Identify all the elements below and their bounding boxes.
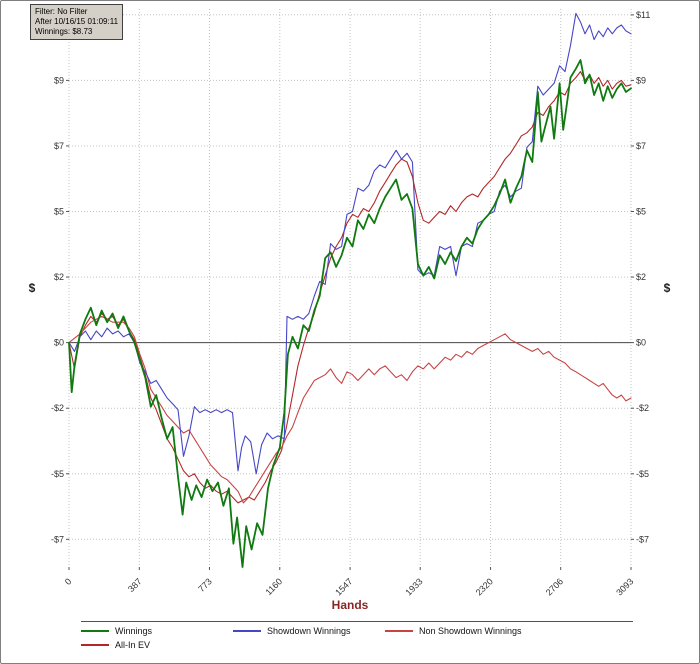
y-tick-label-right: $0 xyxy=(636,338,646,348)
legend-item-all-in-ev[interactable]: All-In EV xyxy=(81,640,233,650)
y-tick-label-right: -$5 xyxy=(636,469,649,479)
x-tick-label: 1160 xyxy=(263,576,284,597)
y-tick-label-right: $9 xyxy=(636,75,646,85)
legend-item-non-showdown-winnings[interactable]: Non Showdown Winnings xyxy=(385,626,537,636)
y-tick-label-left: $7 xyxy=(54,141,64,151)
y-tick-label-left: -$2 xyxy=(51,403,64,413)
y-tick-label-right: -$7 xyxy=(636,534,649,544)
series-line-showdown-winnings xyxy=(68,12,632,475)
legend-swatch-showdown-winnings xyxy=(233,630,261,632)
y-tick-label-right: $11 xyxy=(636,10,650,20)
y-tick-label-left: $5 xyxy=(54,207,64,217)
x-tick-label: 0 xyxy=(63,576,74,587)
tooltip-after-line: After 10/16/15 01:09:11 xyxy=(35,17,119,26)
x-tick-label: 387 xyxy=(126,576,144,594)
x-tick-label: 1547 xyxy=(333,576,354,597)
x-tick-label: 2320 xyxy=(474,576,495,597)
x-tick-label: 3093 xyxy=(614,576,635,597)
y-tick-label-left: -$5 xyxy=(51,469,64,479)
tooltip-winnings-line: Winnings: $8.73 xyxy=(35,27,93,36)
legend-row: All-In EV xyxy=(81,640,633,650)
legend-swatch-all-in-ev xyxy=(81,644,109,646)
legend-item-winnings[interactable]: Winnings xyxy=(81,626,233,636)
filter-tooltip: Filter: No Filter After 10/16/15 01:09:1… xyxy=(30,4,124,40)
y-tick-label-right: -$2 xyxy=(636,403,649,413)
legend-label-showdown-winnings: Showdown Winnings xyxy=(267,626,351,636)
legend-swatch-non-showdown-winnings xyxy=(385,630,413,632)
y-tick-label-left: -$7 xyxy=(51,534,64,544)
chart-legend: Winnings Showdown Winnings Non Showdown Wi… xyxy=(81,621,633,654)
y-tick-label-left: $9 xyxy=(54,75,64,85)
x-tick-label: 1933 xyxy=(403,576,424,597)
x-axis-title: Hands xyxy=(332,598,369,612)
legend-label-non-showdown-winnings: Non Showdown Winnings xyxy=(419,626,522,636)
y-tick-label-left: $0 xyxy=(54,338,64,348)
x-tick-label: 2706 xyxy=(544,576,565,597)
y-tick-label-right: $7 xyxy=(636,141,646,151)
x-tick-label: 773 xyxy=(196,576,214,594)
legend-row: Winnings Showdown Winnings Non Showdown Wi… xyxy=(81,626,633,636)
y-tick-label-right: $5 xyxy=(636,207,646,217)
series-line-winnings xyxy=(68,59,632,568)
legend-item-showdown-winnings[interactable]: Showdown Winnings xyxy=(233,626,385,636)
legend-label-winnings: Winnings xyxy=(115,626,153,636)
series-line-non-showdown-winnings xyxy=(68,315,632,504)
legend-swatch-winnings xyxy=(81,630,109,632)
tooltip-filter-line: Filter: No Filter xyxy=(35,7,88,16)
y-axis-title-left: $ xyxy=(29,281,36,295)
y-tick-label-left: $2 xyxy=(54,272,64,282)
y-tick-label-right: $2 xyxy=(636,272,646,282)
y-axis-title-right: $ xyxy=(664,281,671,295)
legend-label-all-in-ev: All-In EV xyxy=(115,640,151,650)
